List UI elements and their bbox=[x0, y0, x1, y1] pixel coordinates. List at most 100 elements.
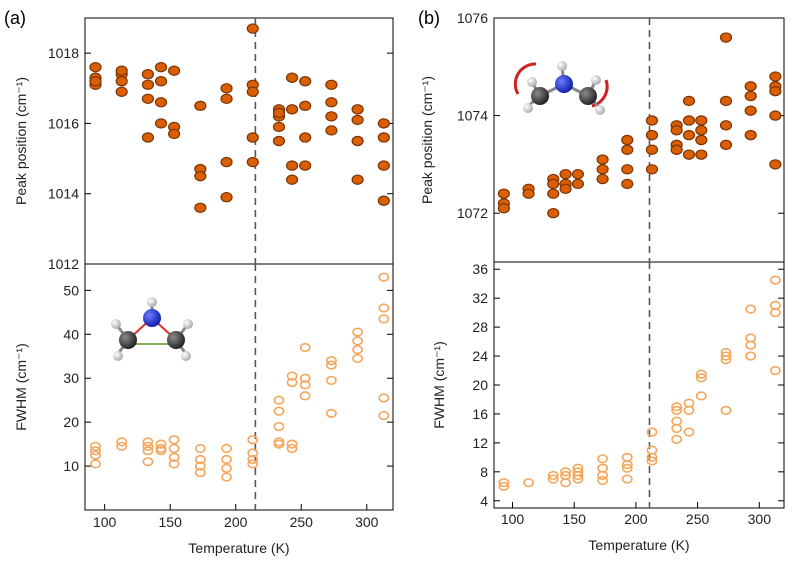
data-point-a-top-43 bbox=[299, 132, 312, 143]
data-point-a-top-10 bbox=[141, 93, 155, 105]
data-point-a-top-21 bbox=[194, 170, 207, 182]
ytick-label-b-bottom: 4 bbox=[480, 493, 488, 509]
data-point-b-top-13 bbox=[571, 178, 585, 190]
data-point-b-bottom-32 bbox=[695, 369, 707, 379]
panel-label-a: (a) bbox=[4, 8, 26, 28]
data-point-a-top-11 bbox=[141, 132, 155, 143]
data-point-a-bottom-17 bbox=[194, 443, 206, 454]
data-point-b-top-34 bbox=[695, 125, 708, 136]
data-point-b-bottom-15 bbox=[597, 475, 608, 486]
ylabel-b-top: Peak position (cm⁻¹) bbox=[419, 76, 435, 204]
data-point-b-bottom-41 bbox=[745, 340, 757, 350]
data-point-b-bottom-33 bbox=[695, 373, 707, 383]
data-point-b-top-22 bbox=[645, 129, 659, 141]
data-point-b-top-35 bbox=[695, 134, 708, 146]
data-point-b-bottom-37 bbox=[720, 355, 732, 365]
ytick-label-a-bottom: 10 bbox=[63, 458, 79, 474]
data-point-b-top-15 bbox=[596, 164, 609, 175]
data-point-b-top-31 bbox=[682, 129, 696, 141]
data-point-a-bottom-9 bbox=[142, 457, 154, 467]
ytick-label-b-bottom: 8 bbox=[480, 464, 488, 480]
data-point-a-top-55 bbox=[377, 160, 390, 171]
data-point-a-top-36 bbox=[272, 107, 286, 119]
ylabel-a-bottom: FWHM (cm⁻¹) bbox=[13, 343, 29, 430]
data-point-a-bottom-46 bbox=[352, 327, 364, 337]
panel-b-frame bbox=[493, 17, 785, 509]
data-point-a-top-44 bbox=[299, 160, 312, 171]
data-point-a-top-53 bbox=[377, 118, 390, 129]
data-point-a-top-19 bbox=[194, 100, 207, 112]
data-point-b-bottom-24 bbox=[671, 402, 683, 412]
data-point-a-bottom-8 bbox=[142, 446, 154, 456]
data-point-b-bottom-5 bbox=[560, 467, 571, 477]
data-point-a-bottom-44 bbox=[325, 375, 337, 386]
data-point-a-top-31 bbox=[246, 156, 259, 168]
data-point-a-bottom-22 bbox=[221, 454, 232, 465]
data-point-a-bottom-49 bbox=[352, 353, 364, 364]
xtick-label-a-bottom: 200 bbox=[224, 514, 248, 530]
ytick-label-a-bottom: 50 bbox=[63, 282, 79, 298]
data-point-a-bottom-37 bbox=[286, 443, 298, 454]
data-point-a-top-29 bbox=[246, 86, 259, 98]
molecule-icon-rotating bbox=[513, 61, 609, 115]
data-point-b-bottom-45 bbox=[769, 308, 781, 318]
data-point-a-bottom-6 bbox=[142, 437, 154, 447]
data-point-b-bottom-38 bbox=[720, 405, 732, 415]
data-point-b-bottom-19 bbox=[621, 474, 633, 484]
ytick-label-b-top: 1072 bbox=[457, 205, 488, 221]
data-point-a-top-50 bbox=[351, 114, 364, 126]
data-point-b-top-30 bbox=[682, 115, 696, 126]
data-point-b-bottom-10 bbox=[572, 470, 584, 481]
data-point-a-bottom-31 bbox=[273, 421, 285, 432]
data-point-a-top-35 bbox=[272, 135, 286, 147]
data-point-a-bottom-52 bbox=[378, 314, 390, 324]
data-point-a-bottom-39 bbox=[299, 373, 311, 383]
data-point-a-bottom-3 bbox=[90, 459, 101, 469]
data-point-b-top-7 bbox=[547, 188, 560, 199]
data-point-b-bottom-23 bbox=[646, 456, 658, 466]
data-point-a-bottom-41 bbox=[299, 391, 311, 401]
data-point-a-bottom-34 bbox=[286, 371, 298, 381]
plot-b-bottom: 4 8 12 16 20 24 28 32 36 100 150 200 250 300 FWHM (cm⁻… bbox=[431, 261, 784, 527]
data-point-b-bottom-30 bbox=[683, 405, 695, 415]
data-point-a-bottom-42 bbox=[325, 356, 337, 366]
xtick-label-a-bottom: 100 bbox=[93, 514, 117, 530]
data-point-a-bottom-47 bbox=[352, 336, 364, 346]
data-point-b-top-26 bbox=[670, 125, 683, 136]
data-point-a-top-6 bbox=[115, 86, 128, 98]
data-point-a-top-12 bbox=[154, 61, 168, 73]
data-point-b-bottom-4 bbox=[547, 474, 559, 484]
data-point-a-top-38 bbox=[285, 104, 299, 115]
data-point-b-top-36 bbox=[695, 149, 708, 160]
data-point-a-bottom-5 bbox=[116, 441, 128, 451]
ytick-label-a-bottom: 20 bbox=[63, 414, 79, 430]
xtick-label-b-bottom: 200 bbox=[624, 511, 648, 527]
data-point-b-top-41 bbox=[744, 81, 757, 92]
data-point-b-top-0 bbox=[497, 188, 510, 199]
data-point-a-top-39 bbox=[285, 160, 299, 171]
data-point-a-bottom-45 bbox=[325, 408, 337, 418]
data-point-a-bottom-30 bbox=[273, 406, 285, 416]
data-point-a-bottom-29 bbox=[273, 395, 285, 405]
data-point-b-top-45 bbox=[769, 71, 782, 82]
data-point-b-bottom-43 bbox=[769, 275, 781, 285]
data-point-b-top-42 bbox=[744, 90, 757, 102]
data-point-b-top-6 bbox=[547, 178, 560, 190]
data-point-a-top-51 bbox=[351, 135, 364, 147]
ytick-label-b-bottom: 20 bbox=[472, 377, 488, 393]
panel-a: (a) 1014 1016 1018 1012 Peak position (cm⁻¹)… bbox=[4, 8, 394, 556]
data-point-a-bottom-12 bbox=[155, 446, 167, 456]
ytick-label-a-top: 1018 bbox=[48, 45, 79, 61]
data-point-b-bottom-7 bbox=[560, 478, 571, 488]
data-point-a-top-48 bbox=[325, 125, 338, 136]
data-point-a-top-25 bbox=[220, 156, 233, 168]
data-point-a-bottom-18 bbox=[194, 454, 206, 465]
data-point-b-top-47 bbox=[769, 85, 782, 97]
data-point-b-top-20 bbox=[621, 178, 634, 190]
data-point-a-top-47 bbox=[325, 111, 338, 122]
data-point-b-top-23 bbox=[645, 144, 659, 155]
data-point-a-top-41 bbox=[299, 76, 312, 87]
data-point-b-bottom-27 bbox=[671, 423, 683, 434]
data-point-a-bottom-54 bbox=[378, 410, 390, 421]
